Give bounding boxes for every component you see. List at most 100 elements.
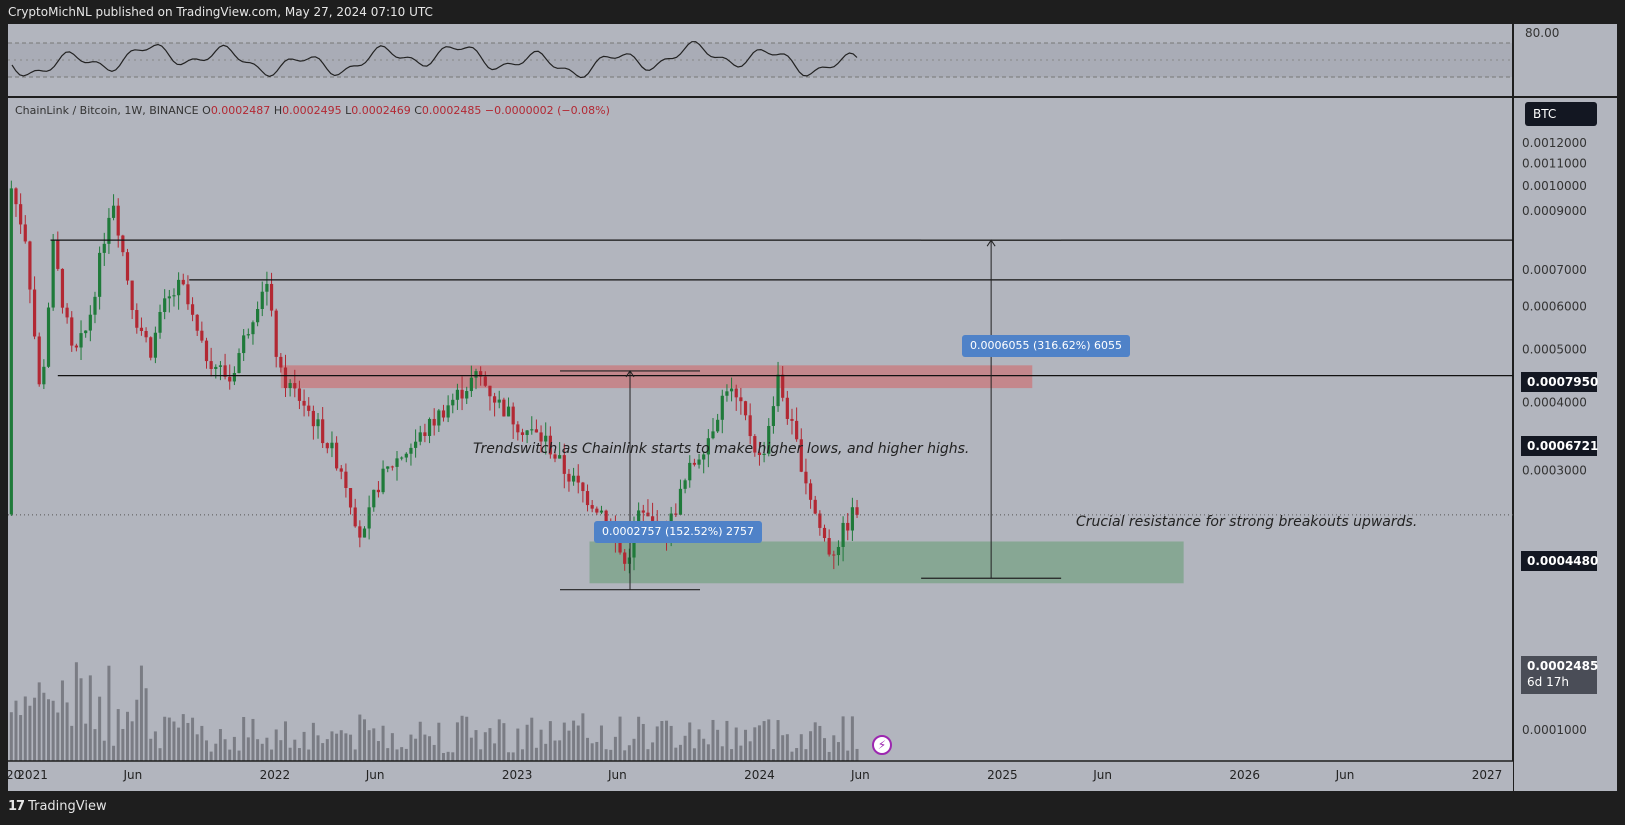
volume-bar: [404, 748, 408, 761]
volume-bar: [530, 717, 534, 761]
price-tick-label: 0.0004000: [1522, 395, 1587, 409]
currency-button[interactable]: BTC: [1525, 102, 1597, 126]
candle-body: [195, 314, 199, 331]
candle-body: [79, 333, 83, 348]
time-axis: [8, 761, 1513, 791]
candle-body: [19, 204, 23, 225]
candle-body: [460, 389, 464, 399]
candle-body: [186, 284, 190, 305]
last-price-value: 0.0002485: [1527, 659, 1599, 673]
candle-body: [804, 471, 808, 484]
volume-bar: [107, 665, 111, 761]
candle-body: [125, 252, 130, 281]
volume-bar: [651, 742, 655, 761]
candle-body: [757, 452, 762, 456]
volume-bar: [692, 748, 696, 761]
candle-body: [158, 312, 162, 333]
volume-bar: [855, 748, 859, 761]
flash-icon[interactable]: ⚡: [872, 735, 892, 755]
trendswitch-note[interactable]: Trendswitch as Chainlink starts to make …: [473, 441, 970, 457]
candle-body: [818, 513, 822, 528]
volume-bar: [841, 716, 845, 761]
time-tick-label: 2021: [17, 768, 48, 782]
candle-body: [437, 410, 441, 426]
last-price-tag: 0.0002485 6d 17h: [1521, 656, 1599, 694]
candle-body: [725, 391, 729, 396]
candle-body: [544, 435, 548, 442]
time-tick-label: 2027: [1472, 768, 1503, 782]
candle-body: [102, 243, 106, 253]
volume-bar: [414, 738, 418, 761]
volume-bar: [270, 749, 274, 761]
candle-body: [344, 471, 348, 489]
candle-body: [353, 507, 357, 527]
candle-body: [743, 401, 748, 416]
volume-bar: [28, 705, 32, 761]
volume-bar: [576, 725, 580, 761]
volume-bar: [586, 737, 590, 761]
candle-body: [153, 332, 157, 358]
volume-bar: [353, 749, 357, 761]
candle-body: [506, 406, 511, 417]
candle-body: [432, 418, 436, 426]
candle-body: [483, 376, 487, 386]
volume-bar: [228, 749, 232, 761]
candle-body: [767, 425, 771, 454]
candle-body: [42, 366, 46, 385]
volume-bar: [112, 745, 116, 761]
open-label: O: [202, 104, 211, 117]
volume-bar: [325, 739, 329, 761]
candle-body: [502, 399, 506, 417]
candle-body: [316, 419, 320, 427]
candle-body: [279, 356, 283, 368]
chart-svg[interactable]: 80.00 0.0012000 0.0011000 0.0010000 0.00090…: [8, 24, 1617, 791]
price-tick-label: 0.0006000: [1522, 300, 1587, 314]
volume-bar: [613, 736, 617, 761]
volume-bar: [223, 739, 227, 761]
candle-body: [172, 295, 176, 297]
candle-body: [836, 546, 841, 556]
volume-bar: [734, 727, 738, 761]
candle-body: [302, 400, 306, 406]
volume-bar: [488, 728, 492, 761]
volume-bar: [641, 723, 645, 761]
volume-bar: [781, 735, 785, 761]
volume-bar: [297, 748, 301, 761]
volume-bar: [744, 729, 748, 761]
level-tag-0006721: 0.0006721: [1521, 436, 1598, 456]
low-label: L: [345, 104, 352, 117]
candle-body: [827, 538, 831, 555]
candle-body: [599, 510, 604, 513]
resistance-note[interactable]: Crucial resistance for strong breakouts …: [1076, 514, 1418, 530]
volume-bar: [56, 712, 60, 761]
time-tick-label: '20: [8, 768, 21, 782]
price-tick-label: 0.0012000: [1522, 136, 1587, 150]
volume-bar: [14, 700, 18, 761]
volume-bar: [102, 740, 106, 761]
candle-body: [850, 507, 854, 531]
volume-bar: [260, 743, 264, 761]
volume-bar: [144, 688, 148, 761]
volume-bar: [762, 721, 766, 761]
measure-label-1[interactable]: 0.0002757 (152.52%) 2757: [594, 521, 762, 543]
candle-body: [492, 396, 497, 403]
volume-bar: [609, 749, 613, 761]
volume-bar: [395, 749, 399, 761]
tradingview-brand[interactable]: 17 TradingView: [8, 799, 107, 814]
candle-body: [293, 383, 297, 389]
volume-bar: [511, 752, 515, 761]
candle-body: [321, 419, 325, 444]
volume-bar: [218, 729, 222, 761]
chart-area[interactable]: 80.00 0.0012000 0.0011000 0.0010000 0.00090…: [8, 24, 1617, 791]
volume-bar: [409, 734, 413, 761]
volume-bar: [126, 711, 130, 761]
candle-body: [177, 279, 181, 296]
candle-body: [339, 468, 343, 472]
measure-label-2[interactable]: 0.0006055 (316.62%) 6055: [962, 335, 1130, 357]
volume-bar: [836, 742, 840, 761]
candle-body: [697, 459, 701, 465]
volume-bar: [214, 743, 218, 761]
candle-body: [567, 473, 571, 482]
volume-bar: [172, 721, 176, 761]
candle-body: [107, 217, 111, 244]
